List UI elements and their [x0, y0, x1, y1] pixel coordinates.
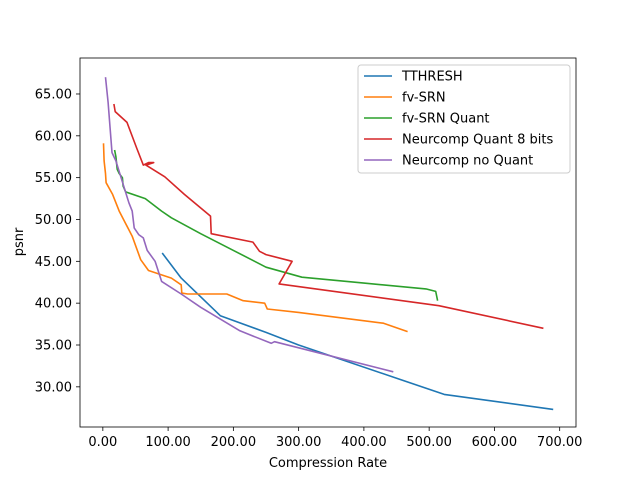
y-axis: 30.00 35.00 40.00 45.00 50.00 55.00 60.00 65.00: [35, 87, 80, 395]
series-layer: [102, 77, 554, 411]
y-tick-label: 45.00: [35, 255, 72, 270]
x-tick-label: 200.00: [211, 435, 257, 450]
series-line-4: [104, 77, 394, 373]
series-line-0: [161, 252, 554, 411]
x-axis: 0.00 100.00 200.00 300.00 400.00 500.00 600.00…: [88, 427, 582, 450]
y-axis-label: psnr: [12, 227, 27, 256]
series-line-1: [102, 143, 408, 333]
y-tick-label: 30.00: [35, 380, 72, 395]
y-tick-label: 55.00: [35, 171, 72, 186]
y-tick-label: 40.00: [35, 297, 72, 312]
legend-box: [357, 64, 571, 174]
x-tick-label: 100.00: [145, 435, 191, 450]
x-tick-label: 400.00: [341, 435, 387, 450]
plot-frame: [79, 57, 577, 428]
legend-label-3: Neurcomp Quant 8 bits: [402, 133, 553, 148]
y-tick-label: 50.00: [35, 213, 72, 228]
legend-label-2: fv-SRN Quant: [402, 112, 490, 127]
x-tick-label: 700.00: [537, 435, 583, 450]
x-tick-label: 500.00: [406, 435, 452, 450]
legend-label-0: TTHRESH: [401, 70, 463, 85]
x-tick-label: 600.00: [472, 435, 518, 450]
y-tick-label: 60.00: [35, 129, 72, 144]
y-tick-label: 35.00: [35, 339, 72, 354]
legend: TTHRESH fv-SRN fv-SRN Quant Neurcomp Quant …: [357, 64, 571, 174]
y-tick-label: 65.00: [35, 87, 72, 102]
series-line-3: [113, 103, 544, 330]
legend-label-1: fv-SRN: [402, 91, 446, 106]
x-tick-label: 0.00: [88, 435, 117, 450]
x-axis-label: Compression Rate: [269, 456, 387, 471]
x-tick-label: 300.00: [276, 435, 322, 450]
legend-label-4: Neurcomp no Quant: [402, 154, 533, 169]
